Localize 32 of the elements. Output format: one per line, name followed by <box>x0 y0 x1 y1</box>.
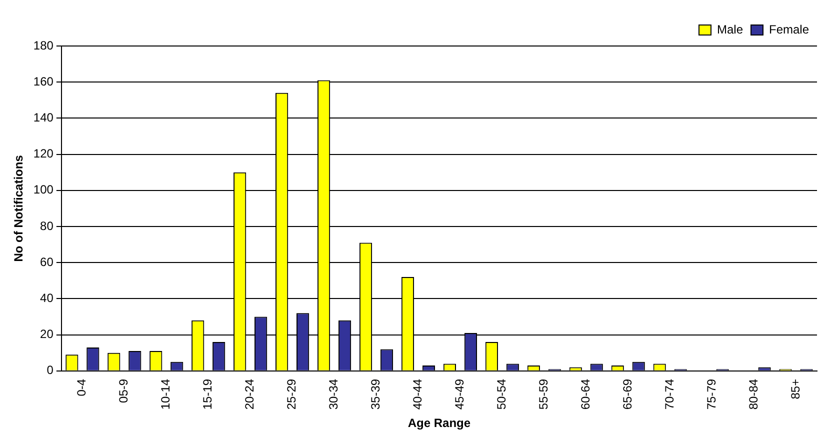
y-tick-label: 160 <box>33 74 54 88</box>
x-axis-title: Age Range <box>408 416 471 430</box>
x-tick-label: 45-49 <box>452 378 467 410</box>
x-tick-label: 75-79 <box>704 378 718 410</box>
y-tick-label: 20 <box>40 327 54 342</box>
y-tick-label: 180 <box>33 38 54 52</box>
legend-label: Female <box>768 22 810 36</box>
y-tick-label: 60 <box>40 254 54 269</box>
y-tick-label: 100 <box>33 182 54 197</box>
x-tick-label: 40-44 <box>410 378 425 410</box>
y-tick-label: 140 <box>33 110 54 125</box>
x-tick-label: 70-74 <box>662 378 676 410</box>
x-tick-label: 15-19 <box>200 378 215 410</box>
x-tick-label: 80-84 <box>746 378 760 410</box>
y-axis-title: No of Notifications <box>12 154 26 262</box>
x-tick-label: 10-14 <box>158 378 173 410</box>
legend-label: Male <box>716 22 744 36</box>
y-tick-label: 120 <box>33 146 54 161</box>
y-tick-label: 40 <box>40 291 54 306</box>
x-tick-label: 30-34 <box>326 378 341 410</box>
x-tick-label: 60-64 <box>578 378 592 410</box>
x-tick-label: 55-59 <box>536 378 550 410</box>
x-tick-label: 65-69 <box>620 378 634 410</box>
x-tick-label: 05-9 <box>116 378 131 403</box>
y-tick-label: 80 <box>40 218 54 233</box>
x-tick-label: 35-39 <box>368 378 383 410</box>
x-tick-label: 85+ <box>788 378 802 400</box>
x-tick-label: 25-29 <box>284 378 299 410</box>
x-tick-label: 0-4 <box>74 378 89 396</box>
x-tick-label: 50-54 <box>494 378 508 410</box>
x-tick-label: 20-24 <box>242 378 257 410</box>
y-tick-label: 0 <box>46 363 54 378</box>
